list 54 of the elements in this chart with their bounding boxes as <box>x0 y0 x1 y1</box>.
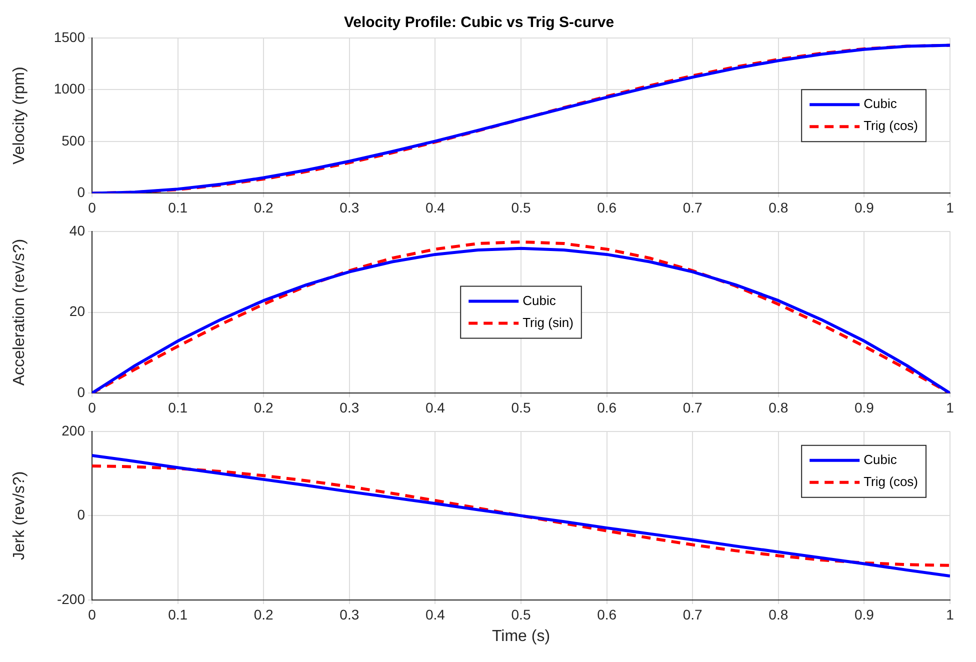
x-tick-label: 0.2 <box>254 606 274 622</box>
legend-label: Trig (sin) <box>522 314 574 330</box>
x-tick-label: 0.9 <box>854 606 874 622</box>
y-tick-label: 0 <box>77 506 86 523</box>
x-tick-label: 0.3 <box>340 399 360 416</box>
x-tick-label: 0.7 <box>682 399 703 416</box>
x-tick-label: 0 <box>88 399 96 416</box>
chart-title: Velocity Profile: Cubic vs Trig S-curve <box>344 14 614 32</box>
x-tick-label: 0.4 <box>425 399 446 416</box>
x-tick-label: 0.6 <box>597 399 617 416</box>
x-tick-label: 0.6 <box>597 199 617 216</box>
y-tick-label: 40 <box>69 222 86 238</box>
x-tick-label: 0.8 <box>768 199 788 216</box>
y-tick-label: 1000 <box>54 80 86 97</box>
y-axis-title: Acceleration (rev/s?) <box>11 238 28 386</box>
x-tick-label: 0 <box>88 199 96 216</box>
x-tick-label: 0.2 <box>254 199 274 216</box>
x-tick-label: 1 <box>946 399 954 416</box>
x-tick-label: 0.9 <box>854 399 874 416</box>
y-axis-title: Jerk (rev/s?) <box>11 471 28 560</box>
x-tick-label: 0.1 <box>168 399 188 416</box>
y-tick-label: 500 <box>62 132 86 148</box>
y-tick-label: -200 <box>56 590 86 607</box>
x-tick-label: 0.1 <box>168 199 188 216</box>
y-tick-label: 1500 <box>54 28 86 45</box>
x-tick-label: 0.1 <box>168 606 188 622</box>
x-tick-label: 0.3 <box>340 199 360 216</box>
x-tick-label: 0.8 <box>768 399 788 416</box>
x-tick-label: 0.3 <box>340 606 360 622</box>
x-tick-label: 0.4 <box>425 199 446 216</box>
x-tick-label: 0.4 <box>425 606 446 622</box>
x-tick-label: 0.5 <box>511 606 531 622</box>
x-tick-label: 0.2 <box>254 399 274 416</box>
y-tick-label: 200 <box>62 422 86 438</box>
y-tick-label: 20 <box>69 303 86 320</box>
x-tick-label: 0.8 <box>768 606 788 622</box>
x-tick-label: 0.7 <box>682 606 703 622</box>
x-tick-label: 0.5 <box>511 399 531 416</box>
legend-label: Cubic <box>864 96 898 112</box>
x-tick-label: 1 <box>946 199 954 216</box>
x-tick-label: 0 <box>88 606 96 622</box>
y-tick-label: 0 <box>77 384 86 400</box>
y-axis-title: Velocity (rpm) <box>11 66 28 164</box>
x-tick-label: 1 <box>946 606 954 622</box>
y-tick-label: 0 <box>77 184 86 200</box>
x-tick-label: 0.7 <box>682 199 703 216</box>
x-tick-label: 0.6 <box>597 606 617 622</box>
legend-label: Cubic <box>522 292 556 308</box>
x-tick-label: 0.9 <box>854 199 874 216</box>
legend-label: Trig (cos) <box>864 474 918 489</box>
legend-label: Cubic <box>864 452 898 467</box>
x-tick-label: 0.5 <box>511 199 531 216</box>
legend-label: Trig (cos) <box>864 118 918 134</box>
x-axis-title: Time (s) <box>492 628 550 645</box>
